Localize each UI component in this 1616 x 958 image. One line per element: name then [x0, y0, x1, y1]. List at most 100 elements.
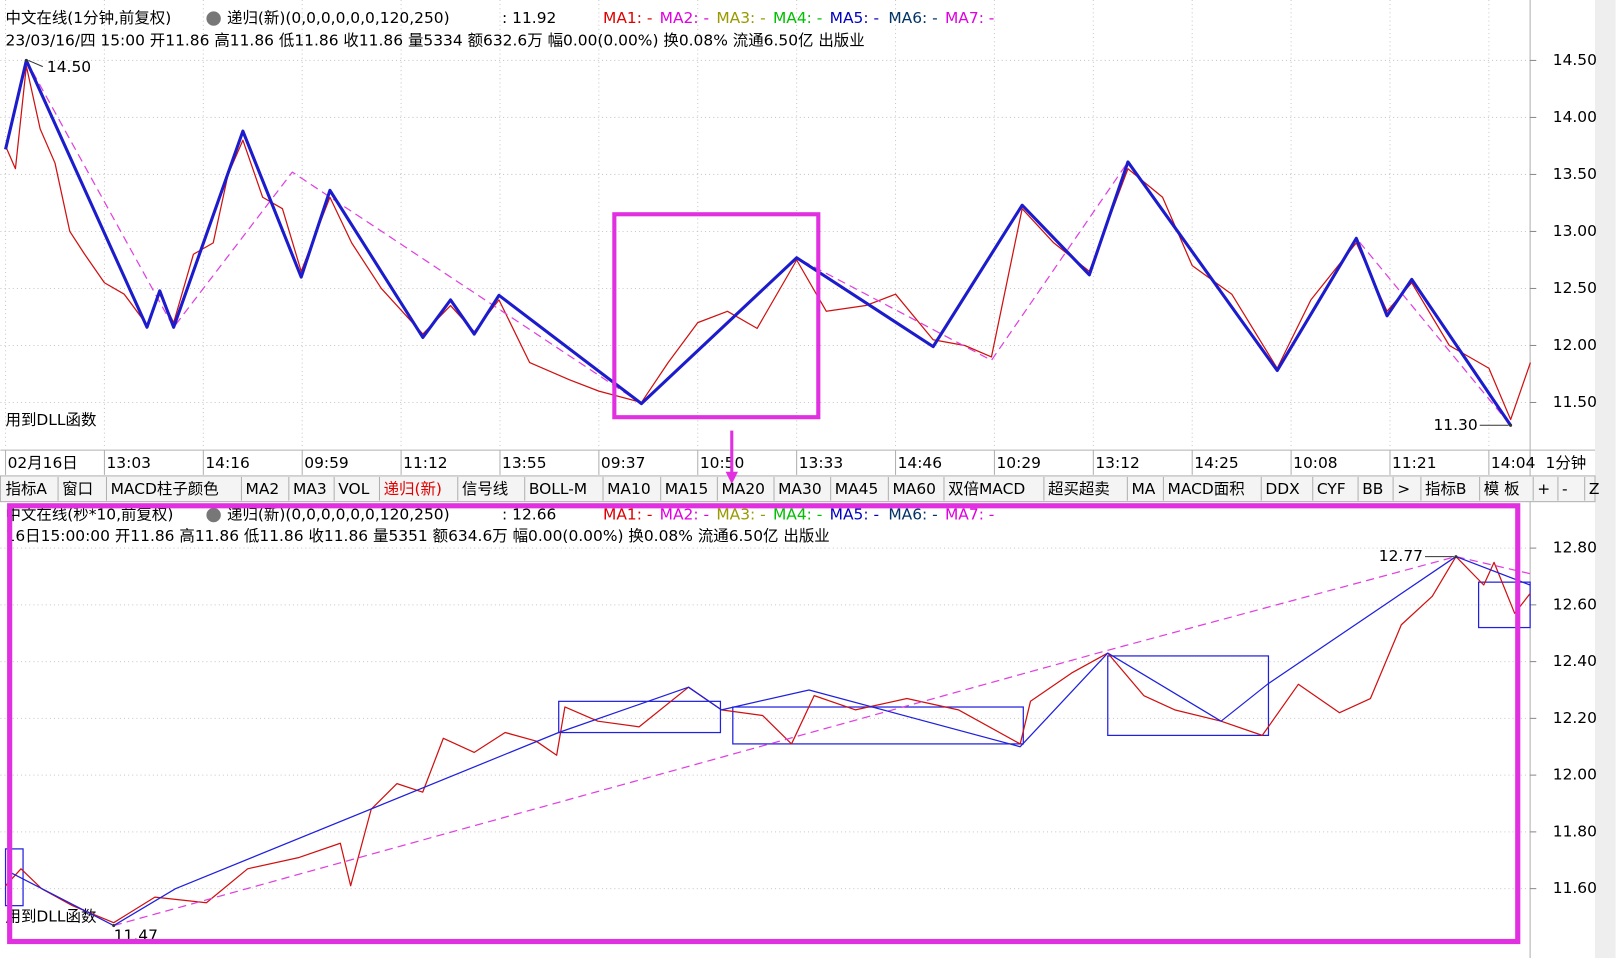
- annotation-point: [112, 923, 116, 928]
- ma-label: MA7: -: [945, 9, 994, 27]
- y-tick-label: 11.50: [1553, 393, 1597, 411]
- x-tick-label: 10:29: [996, 454, 1041, 472]
- toolbar-button[interactable]: BOLL-M: [529, 480, 587, 498]
- toolbar: [0, 475, 1596, 503]
- ma-label: MA4: -: [773, 9, 822, 27]
- x-tick-label: 14:25: [1194, 454, 1238, 472]
- ma-label: MA6: -: [888, 9, 937, 27]
- range-box: [732, 706, 1024, 745]
- y-tick-label: 13.00: [1553, 222, 1597, 240]
- toolbar-button[interactable]: 指标A: [6, 480, 48, 498]
- toolbar-button[interactable]: MA3: [293, 480, 327, 498]
- x-tick-label: 09:37: [601, 454, 646, 472]
- toolbar-button[interactable]: MA60: [892, 480, 936, 498]
- ma-label: MA1: -: [603, 9, 652, 27]
- ma-label: MA3: -: [716, 9, 765, 27]
- annotation-label: 14.50: [47, 58, 91, 76]
- toolbar-button[interactable]: 递归(新): [384, 480, 442, 498]
- settings-icon: [206, 11, 221, 26]
- annotation-label: 11.30: [1433, 416, 1477, 434]
- ma-label: MA2: -: [660, 506, 709, 524]
- toolbar-button[interactable]: CYF: [1317, 480, 1346, 498]
- x-tick-label: 02月16日: [8, 454, 78, 472]
- y-tick-label: 12.20: [1553, 709, 1597, 727]
- chart-title: 中文在线(秒*10,前复权): [6, 506, 174, 524]
- toolbar-button[interactable]: Z: [1589, 480, 1600, 498]
- toolbar-button[interactable]: MA2: [246, 480, 280, 498]
- x-tick-label: 13:12: [1095, 454, 1139, 472]
- x-tick-label: 14:46: [898, 454, 943, 472]
- y-tick-label: 12.00: [1553, 336, 1597, 354]
- note: 用到DLL函数: [6, 411, 97, 429]
- toolbar-button[interactable]: 超买超卖: [1048, 480, 1110, 498]
- x-tick-label: 11:12: [403, 454, 448, 472]
- toolbar-button[interactable]: BB: [1362, 480, 1383, 498]
- note: 用到DLL函数: [6, 907, 97, 925]
- y-tick-label: 12.80: [1553, 539, 1597, 557]
- toolbar-button[interactable]: MA15: [665, 480, 709, 498]
- toolbar-button[interactable]: 窗口: [62, 480, 93, 498]
- annotation-point: [1454, 555, 1458, 559]
- toolbar-button[interactable]: MACD柱子颜色: [111, 480, 219, 498]
- toolbar-button[interactable]: +: [1537, 480, 1550, 498]
- scrollbar: [1595, 0, 1616, 958]
- info-line: 16日15:00:00 开11.86 高11.86 低11.86 收11.86 …: [6, 527, 830, 545]
- annotation-point: [1509, 423, 1513, 427]
- ma-label: MA4: -: [773, 506, 822, 524]
- toolbar-button[interactable]: MA: [1131, 480, 1155, 498]
- y-tick-label: 12.60: [1553, 595, 1597, 613]
- toolbar-button[interactable]: 模 板: [1484, 480, 1520, 498]
- annotation-arrow: [28, 59, 43, 68]
- annotation-label: 12.77: [1379, 547, 1423, 565]
- y-tick-label: 12.50: [1553, 279, 1597, 297]
- ma-label: MA3: -: [716, 506, 765, 524]
- toolbar-button[interactable]: 信号线: [462, 480, 508, 498]
- toolbar-button[interactable]: MA10: [607, 480, 651, 498]
- price-line: [4, 58, 1512, 427]
- range-box: [4, 848, 24, 907]
- toolbar-button[interactable]: MA45: [835, 480, 879, 498]
- toolbar-button[interactable]: MA30: [778, 480, 822, 498]
- highlight-box: [7, 503, 1521, 945]
- current-value: : 12.66: [502, 506, 556, 524]
- x-tick-label: 10:50: [700, 454, 745, 472]
- indicator-label: 递归(新)(0,0,0,0,0,0,120,250): [227, 9, 450, 27]
- toolbar-button[interactable]: -: [1562, 480, 1568, 498]
- y-tick-label: 14.50: [1553, 51, 1597, 69]
- toolbar-button[interactable]: VOL: [338, 480, 369, 498]
- x-tick-label: 14:04: [1491, 454, 1536, 472]
- toolbar-button[interactable]: DDX: [1265, 480, 1300, 498]
- x-tick-label: 10:08: [1293, 454, 1338, 472]
- y-tick-label: 11.80: [1553, 822, 1597, 840]
- ma-label: MA6: -: [888, 506, 937, 524]
- highlight-box: [612, 212, 821, 420]
- toolbar-button[interactable]: MA20: [721, 480, 765, 498]
- settings-icon: [206, 507, 221, 523]
- ma-label: MA2: -: [660, 9, 709, 27]
- x-tick-label: 14:16: [205, 454, 250, 472]
- toolbar-button[interactable]: 双倍MACD: [948, 480, 1025, 498]
- toolbar-button[interactable]: 指标B: [1425, 480, 1466, 498]
- x-tick-label: 09:59: [304, 454, 349, 472]
- toolbar-button[interactable]: >: [1397, 480, 1410, 498]
- y-tick-label: 11.60: [1553, 879, 1597, 897]
- x-tick-label: 11:21: [1392, 454, 1437, 472]
- ma-label: MA1: -: [603, 506, 652, 524]
- range-box: [558, 700, 722, 734]
- x-tick-label: 13:55: [502, 454, 546, 472]
- x-tick-label: 13:33: [799, 454, 844, 472]
- chart-layer: 14.50 14.00 13.50 13.00 12.50 12.00 11.50 02月16…: [0, 0, 1597, 944]
- info-line: 23/03/16/四 15:00 开11.86 高11.86 低11.86 收1…: [6, 32, 865, 50]
- ma-label: MA7: -: [945, 506, 994, 524]
- toolbar-button[interactable]: MACD面积: [1168, 480, 1245, 498]
- y-tick-label: 12.00: [1553, 766, 1597, 784]
- period-label: 1分钟: [1546, 454, 1587, 472]
- price-line: [5, 555, 1531, 924]
- price-line: [113, 555, 1531, 927]
- ma-label: MA5: -: [830, 506, 879, 524]
- y-tick-label: 12.40: [1553, 652, 1597, 670]
- annotation-point: [24, 58, 28, 62]
- y-tick-label: 14.00: [1553, 108, 1597, 126]
